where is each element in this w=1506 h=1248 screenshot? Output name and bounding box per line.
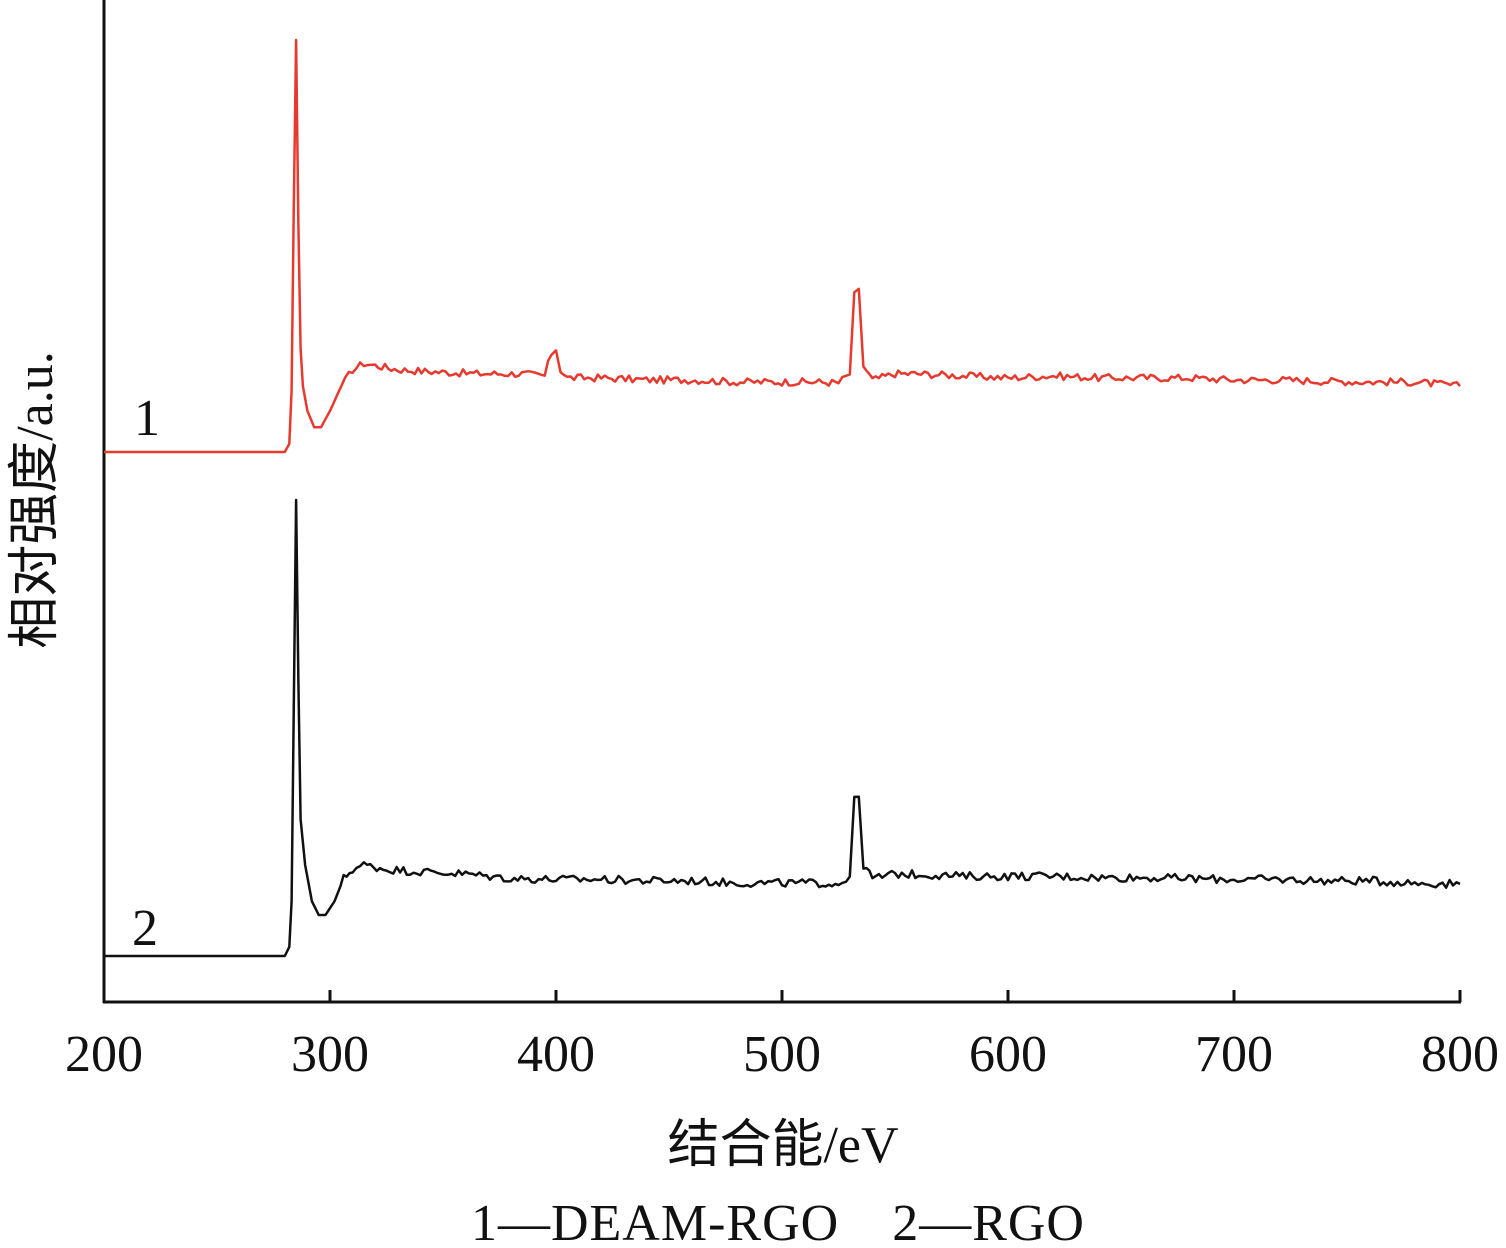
- legend-text: 1—DEAM-RGO 2—RGO: [471, 1195, 1085, 1248]
- series-2-label: 2: [132, 900, 158, 957]
- series-layer: [104, 38, 1461, 958]
- x-tick-label: 600: [969, 1026, 1047, 1083]
- x-tick-label: 300: [291, 1026, 369, 1083]
- x-tick-label: 500: [743, 1026, 821, 1083]
- series-1-line: [104, 38, 1461, 454]
- x-tick-label: 400: [517, 1026, 595, 1083]
- y-axis-title: 相对强度/a.u.: [7, 351, 64, 649]
- x-tick-label: 800: [1421, 1026, 1499, 1083]
- x-ticks: 200 300 400 500 600 700 800: [65, 990, 1499, 1083]
- x-axis-title: 结合能/eV: [667, 1117, 898, 1174]
- series-1-label: 1: [134, 390, 160, 447]
- series-2-line: [104, 498, 1461, 958]
- x-tick-label: 700: [1195, 1026, 1273, 1083]
- x-tick-label: 200: [65, 1026, 143, 1083]
